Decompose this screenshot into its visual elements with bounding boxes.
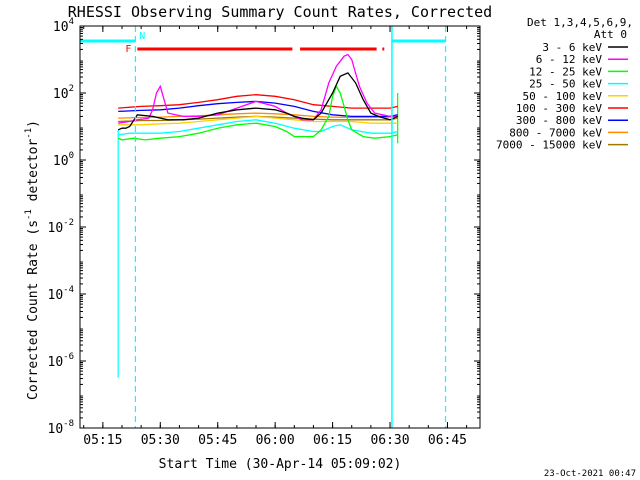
chart-title: RHESSI Observing Summary Count Rates, Co… [68,3,492,21]
y-tick-label-6: 10-8 [48,419,75,437]
footer-timestamp: 23-Oct-2021 00:47 [544,469,636,479]
series-line-300-800kev [118,100,398,118]
night-label: N [139,31,145,42]
y-tick-label-1: 102 [53,84,74,102]
x-tick-label-5: 06:30 [370,433,409,448]
series-layer [117,53,398,141]
legend-label-3: 25 - 50 keV [529,78,602,91]
legend-header-line-1: Det 1,3,4,5,6,9, [527,16,633,29]
legend-label-2: 12 - 25 keV [529,65,602,78]
legend-label-4: 50 - 100 keV [523,90,603,103]
series-line-6-12kev [118,53,398,124]
series-line-100-300kev [118,94,398,109]
series-line-800-7000kev [118,112,398,119]
y-ticks: 104 102 100 10-2 10-4 10-6 10-8 [48,17,480,437]
y-tick-label-0: 104 [53,17,74,35]
x-tick-label-1: 05:30 [141,433,180,448]
series-line-3-6kev [117,72,398,131]
series-line-12-25kev [117,84,398,141]
legend-label-5: 100 - 300 keV [516,102,602,115]
x-tick-label-6: 06:45 [428,433,467,448]
y-tick-label-2: 100 [53,151,74,169]
y-tick-label-4: 10-4 [48,285,75,303]
plot-area: N F [79,25,481,429]
legend-label-0: 3 - 6 keV [542,41,602,54]
legend-label-7: 800 - 7000 keV [509,126,602,139]
flare-label: F [125,44,131,55]
x-tick-label-4: 06:15 [313,433,352,448]
legend-label-8: 7000 - 15000 keV [496,139,602,152]
x-axis-label: Start Time (30-Apr-14 05:09:02) [159,457,402,472]
series-line-50-100kev [118,115,398,126]
plot-frame [79,25,481,429]
saa-night-layer: N [80,26,447,428]
flare-flag-layer: F [125,44,385,55]
legend-header-line-2: Att 0 [594,28,627,41]
x-tick-label-0: 05:15 [83,433,122,448]
y-axis-label: Corrected Count Rate (s-1 detector-1) [24,120,41,400]
spikes-layer [117,93,399,378]
y-tick-label-3: 10-2 [48,218,75,236]
x-tick-label-3: 06:00 [256,433,295,448]
legend-label-1: 6 - 12 keV [536,53,603,66]
legend-label-6: 300 - 800 keV [516,114,602,127]
y-tick-label-5: 10-6 [48,352,75,370]
x-ticks: 05:15 05:30 05:45 06:00 06:15 06:30 06:45 [83,26,468,448]
x-tick-label-2: 05:45 [198,433,237,448]
